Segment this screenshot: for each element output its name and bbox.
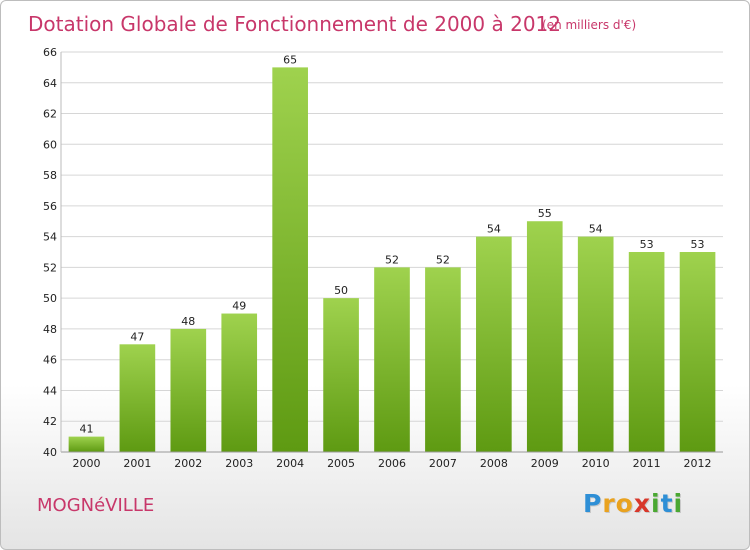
bar [119, 344, 156, 452]
x-tick-label: 2008 [480, 457, 508, 470]
bar-value-label: 49 [232, 300, 246, 313]
x-tick-label: 2001 [123, 457, 151, 470]
x-tick-label: 2000 [72, 457, 100, 470]
y-axis-ticks: 40 42 44 46 48 50 52 54 56 58 60 62 64 66 [43, 46, 57, 459]
x-tick-label: 2005 [327, 457, 355, 470]
bar-value-label: 50 [334, 284, 348, 297]
chart-title: Dotation Globale de Fonctionnement de 20… [28, 12, 561, 36]
bar [170, 328, 207, 452]
bar [577, 236, 614, 452]
x-tick-label: 2003 [225, 457, 253, 470]
y-tick-label: 52 [43, 261, 57, 274]
bar-value-label: 65 [283, 53, 297, 66]
logo-letter: x [633, 489, 651, 518]
logo-letter: r [602, 489, 616, 518]
bar [628, 252, 665, 452]
y-tick-label: 62 [43, 108, 57, 121]
bar-value-label: 54 [487, 223, 501, 236]
bar-value-label: 55 [538, 207, 552, 220]
bar [323, 298, 359, 452]
logo-letter: P [583, 489, 603, 518]
y-tick-label: 40 [43, 446, 57, 459]
bar [221, 313, 258, 452]
logo-letter: t [660, 489, 674, 518]
bar-value-label: 54 [589, 223, 603, 236]
x-tick-label: 2004 [276, 457, 304, 470]
y-tick-label: 44 [43, 384, 57, 397]
x-tick-label: 2006 [378, 457, 406, 470]
bar-value-label: 53 [640, 238, 654, 251]
bar-value-label: 48 [181, 315, 195, 328]
x-tick-label: 2009 [531, 457, 559, 470]
y-tick-label: 46 [43, 354, 57, 367]
bars: 41 47 48 49 65 50 52 52 54 55 54 53 53 [68, 53, 716, 452]
y-tick-label: 66 [43, 46, 57, 59]
bar-value-label: 53 [691, 238, 705, 251]
chart-subtitle: (en milliers d'€) [542, 18, 636, 32]
x-tick-label: 2011 [633, 457, 661, 470]
commune-name: MOGNéVILLE [37, 495, 155, 516]
y-tick-label: 64 [43, 77, 57, 90]
x-tick-label: 2010 [582, 457, 610, 470]
bar [476, 236, 512, 452]
bar [272, 67, 308, 452]
y-tick-label: 54 [43, 231, 57, 244]
bar [679, 252, 716, 452]
y-tick-label: 48 [43, 323, 57, 336]
logo-letter: i [673, 489, 684, 518]
bar-value-label: 47 [130, 330, 144, 343]
x-axis-ticks: 2000 2001 2002 2003 2004 2005 2006 2007 2008 2009… [72, 457, 711, 470]
bar [374, 267, 410, 452]
y-tick-label: 60 [43, 138, 57, 151]
bar [68, 436, 105, 452]
y-tick-label: 42 [43, 415, 57, 428]
bar-value-label: 41 [79, 423, 93, 436]
bar-value-label: 52 [436, 253, 450, 266]
y-tick-label: 56 [43, 200, 57, 213]
y-tick-label: 58 [43, 169, 57, 182]
x-tick-label: 2002 [174, 457, 202, 470]
x-tick-label: 2007 [429, 457, 457, 470]
logo-letter: o [615, 489, 634, 518]
x-tick-label: 2012 [684, 457, 712, 470]
bar-value-label: 52 [385, 253, 399, 266]
proxiti-logo: Proxiti [583, 489, 683, 518]
bar [526, 221, 563, 452]
logo-letter: i [651, 489, 661, 518]
bar [425, 267, 461, 452]
y-tick-label: 50 [43, 292, 57, 305]
